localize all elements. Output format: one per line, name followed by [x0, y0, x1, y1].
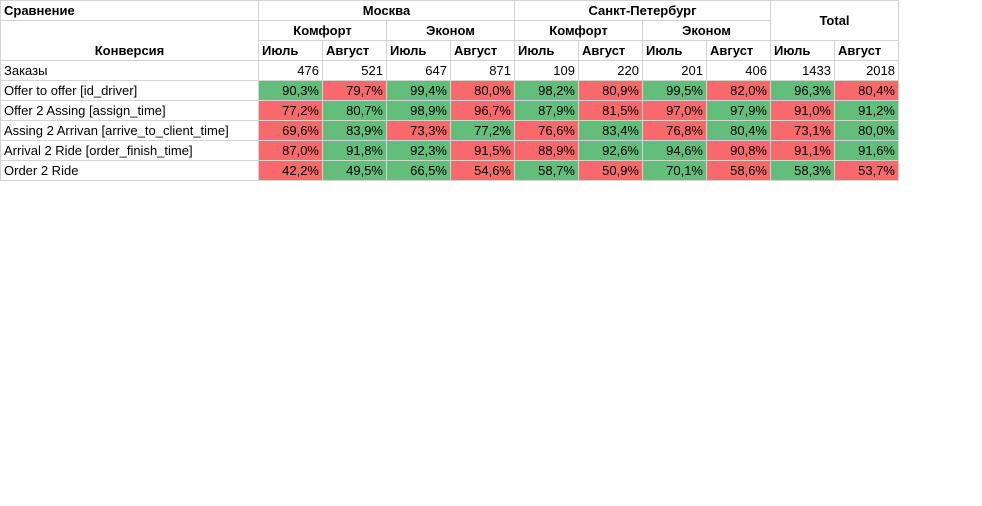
value-cell[interactable]: 76,8%: [642, 120, 707, 141]
table-row: Assing 2 Arrivan [arrive_to_client_time]…: [0, 120, 899, 141]
month-header[interactable]: Август: [450, 40, 515, 61]
value-cell[interactable]: 69,6%: [258, 120, 323, 141]
value-cell[interactable]: 96,7%: [450, 100, 515, 121]
value-cell[interactable]: 521: [322, 60, 387, 81]
value-cell[interactable]: 97,0%: [642, 100, 707, 121]
header-row-classes: Конверсия Комфорт Эконом Комфорт Эконом: [0, 20, 899, 61]
city-header-moscow[interactable]: Москва: [258, 0, 515, 21]
value-cell[interactable]: 49,5%: [322, 160, 387, 181]
value-cell[interactable]: 53,7%: [834, 160, 899, 181]
value-cell[interactable]: 91,8%: [322, 140, 387, 161]
value-cell[interactable]: 83,4%: [578, 120, 643, 141]
value-cell[interactable]: 99,5%: [642, 80, 707, 101]
table-row: Offer to offer [id_driver] 90,3% 79,7% 99,4…: [0, 80, 899, 101]
value-cell[interactable]: 97,9%: [706, 100, 771, 121]
value-cell[interactable]: 220: [578, 60, 643, 81]
table-row: Offer 2 Assing [assign_time] 77,2% 80,7% 98…: [0, 100, 899, 121]
table-body: Заказы 476 521 647 871 109 220 201 406 1433 2018 Of…: [0, 60, 899, 181]
month-header[interactable]: Июль: [386, 40, 451, 61]
value-cell[interactable]: 80,9%: [578, 80, 643, 101]
value-cell[interactable]: 80,0%: [450, 80, 515, 101]
class-header[interactable]: Эконом: [386, 20, 515, 41]
value-cell[interactable]: 91,1%: [770, 140, 835, 161]
month-header[interactable]: Август: [578, 40, 643, 61]
value-cell[interactable]: 96,3%: [770, 80, 835, 101]
value-cell[interactable]: 81,5%: [578, 100, 643, 121]
value-cell[interactable]: 88,9%: [514, 140, 579, 161]
value-cell[interactable]: 73,1%: [770, 120, 835, 141]
header-row-cities: Сравнение Москва Санкт-Петербург Total: [0, 0, 899, 41]
value-cell[interactable]: 77,2%: [450, 120, 515, 141]
value-cell[interactable]: 92,3%: [386, 140, 451, 161]
value-cell[interactable]: 80,0%: [834, 120, 899, 141]
value-cell[interactable]: 94,6%: [642, 140, 707, 161]
table-row: Order 2 Ride 42,2% 49,5% 66,5% 54,6% 58,7% 50,…: [0, 160, 899, 181]
value-cell[interactable]: 91,2%: [834, 100, 899, 121]
table-row: Заказы 476 521 647 871 109 220 201 406 1433 2018: [0, 60, 899, 81]
value-cell[interactable]: 2018: [834, 60, 899, 81]
value-cell[interactable]: 1433: [770, 60, 835, 81]
month-header[interactable]: Июль: [770, 40, 835, 61]
value-cell[interactable]: 87,0%: [258, 140, 323, 161]
value-cell[interactable]: 50,9%: [578, 160, 643, 181]
value-cell[interactable]: 91,5%: [450, 140, 515, 161]
table-row: Arrival 2 Ride [order_finish_time] 87,0% 9…: [0, 140, 899, 161]
value-cell[interactable]: 76,6%: [514, 120, 579, 141]
class-header[interactable]: Комфорт: [258, 20, 387, 41]
value-cell[interactable]: 80,7%: [322, 100, 387, 121]
header-row-months: Июль Август Июль Август Июль Август Июль Август…: [1, 40, 899, 61]
row-label[interactable]: Заказы: [0, 60, 259, 81]
value-cell[interactable]: 54,6%: [450, 160, 515, 181]
value-cell[interactable]: 58,6%: [706, 160, 771, 181]
class-header[interactable]: Комфорт: [514, 20, 643, 41]
value-cell[interactable]: 91,0%: [770, 100, 835, 121]
value-cell[interactable]: 90,8%: [706, 140, 771, 161]
value-cell[interactable]: 98,9%: [386, 100, 451, 121]
value-cell[interactable]: 99,4%: [386, 80, 451, 101]
value-cell[interactable]: 87,9%: [514, 100, 579, 121]
row-label[interactable]: Offer to offer [id_driver]: [0, 80, 259, 101]
value-cell[interactable]: 90,3%: [258, 80, 323, 101]
city-header-spb[interactable]: Санкт-Петербург: [514, 0, 771, 21]
sheet-title[interactable]: Сравнение: [0, 0, 259, 21]
value-cell[interactable]: 647: [386, 60, 451, 81]
value-cell[interactable]: 109: [514, 60, 579, 81]
row-label[interactable]: Offer 2 Assing [assign_time]: [0, 100, 259, 121]
value-cell[interactable]: 79,7%: [322, 80, 387, 101]
value-cell[interactable]: 82,0%: [706, 80, 771, 101]
month-header[interactable]: Август: [834, 40, 899, 61]
value-cell[interactable]: 98,2%: [514, 80, 579, 101]
value-cell[interactable]: 58,7%: [514, 160, 579, 181]
value-cell[interactable]: 80,4%: [706, 120, 771, 141]
total-header[interactable]: Total: [770, 0, 899, 41]
value-cell[interactable]: 42,2%: [258, 160, 323, 181]
value-cell[interactable]: 871: [450, 60, 515, 81]
value-cell[interactable]: 201: [642, 60, 707, 81]
row-label-header[interactable]: Конверсия: [0, 20, 259, 61]
month-header[interactable]: Июль: [514, 40, 579, 61]
value-cell[interactable]: 80,4%: [834, 80, 899, 101]
value-cell[interactable]: 92,6%: [578, 140, 643, 161]
month-header[interactable]: Июль: [258, 40, 323, 61]
class-header[interactable]: Эконом: [642, 20, 771, 41]
value-cell[interactable]: 73,3%: [386, 120, 451, 141]
value-cell[interactable]: 66,5%: [386, 160, 451, 181]
value-cell[interactable]: 476: [258, 60, 323, 81]
value-cell[interactable]: 83,9%: [322, 120, 387, 141]
month-header[interactable]: Август: [322, 40, 387, 61]
month-header[interactable]: Август: [706, 40, 771, 61]
row-label[interactable]: Order 2 Ride: [0, 160, 259, 181]
row-label[interactable]: Arrival 2 Ride [order_finish_time]: [0, 140, 259, 161]
month-header[interactable]: Июль: [642, 40, 707, 61]
value-cell[interactable]: 70,1%: [642, 160, 707, 181]
conversion-table: Сравнение Москва Санкт-Петербург Total К…: [0, 0, 899, 181]
value-cell[interactable]: 91,6%: [834, 140, 899, 161]
value-cell[interactable]: 58,3%: [770, 160, 835, 181]
row-label[interactable]: Assing 2 Arrivan [arrive_to_client_time]: [0, 120, 259, 141]
value-cell[interactable]: 406: [706, 60, 771, 81]
value-cell[interactable]: 77,2%: [258, 100, 323, 121]
